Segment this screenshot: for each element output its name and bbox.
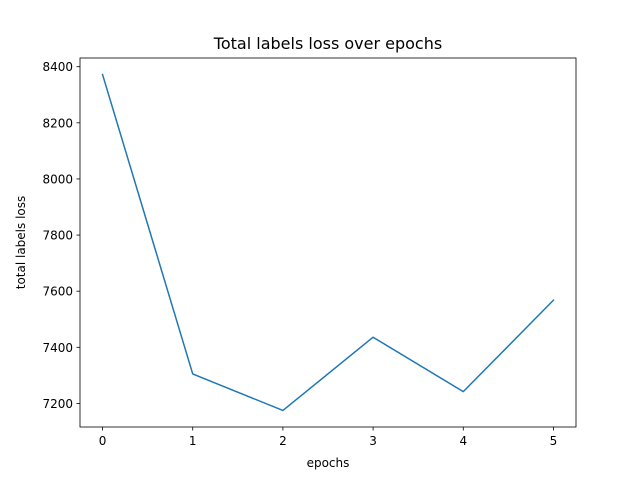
- x-tick-label: 1: [189, 434, 197, 448]
- y-tick-label: 7200: [42, 397, 73, 411]
- x-tick-label: 0: [99, 434, 107, 448]
- plot-area: [80, 58, 576, 427]
- x-axis-ticks: 0 1 2 3 4 5: [99, 427, 558, 448]
- y-tick-label: 8400: [42, 60, 73, 74]
- series-line: [101, 73, 555, 412]
- x-tick-label: 3: [369, 434, 377, 448]
- y-tick-label: 8000: [42, 172, 73, 186]
- y-axis-ticks: 7200 7400 7600 7800 8000 8200 8400: [42, 60, 80, 411]
- x-tick-label: 4: [459, 434, 467, 448]
- y-axis-label: total labels loss: [14, 196, 28, 290]
- x-axis-label: epochs: [307, 456, 350, 470]
- y-tick-label: 7600: [42, 285, 73, 299]
- y-tick-label: 7400: [42, 341, 73, 355]
- x-tick-label: 2: [279, 434, 287, 448]
- plot-frame: [79, 57, 577, 428]
- x-tick-label: 5: [550, 434, 558, 448]
- y-tick-label: 7800: [42, 229, 73, 243]
- y-tick-label: 8200: [42, 116, 73, 130]
- chart-title: Total labels loss over epochs: [213, 34, 442, 53]
